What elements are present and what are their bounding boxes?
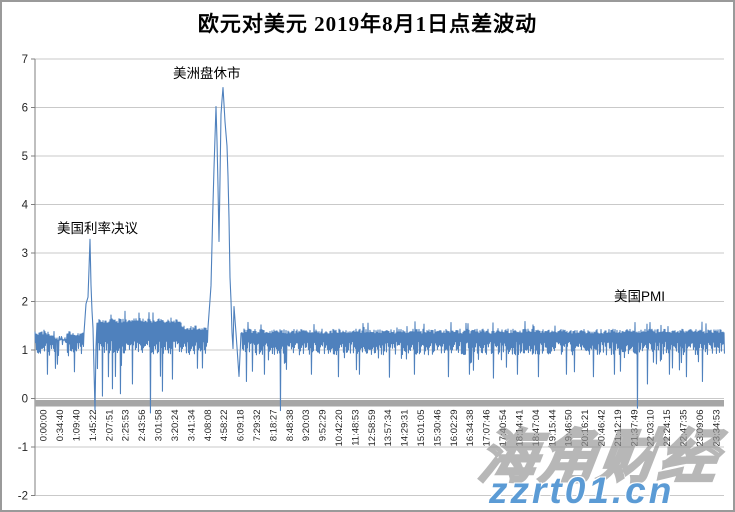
x-axis-band — [35, 400, 724, 407]
x-tick-label: 20:46:42 — [596, 410, 607, 447]
x-tick-label: 7:29:32 — [252, 410, 263, 442]
event-annotation: 美国利率决议 — [57, 220, 138, 236]
x-tick-label: 23:34:53 — [711, 410, 722, 447]
x-tick-label: 3:20:24 — [170, 410, 181, 442]
x-tick-label: 2:43:56 — [137, 410, 148, 442]
event-annotation: 美国PMI — [614, 289, 665, 304]
x-tick-label: 9:52:29 — [318, 410, 329, 442]
y-tick-label: 4 — [22, 200, 29, 212]
x-tick-label: 20:16:21 — [580, 410, 591, 447]
chart-title: 欧元对美元 2019年8月1日点差波动 — [197, 12, 538, 36]
spread-series-line — [34, 86, 725, 414]
y-tick-label: 7 — [22, 54, 28, 66]
x-tick-label: 0:00:00 — [39, 410, 50, 442]
x-tick-label: 15:01:05 — [416, 410, 427, 447]
x-tick-label: 4:08:08 — [203, 410, 214, 442]
x-tick-label: 21:37:49 — [629, 410, 640, 447]
y-tick-label: 2 — [22, 297, 28, 309]
x-tick-label: 8:18:27 — [268, 410, 279, 442]
y-tick-label: 5 — [22, 151, 28, 163]
x-tick-label: 18:14:41 — [514, 410, 525, 447]
x-tick-label: 17:40:54 — [498, 410, 509, 447]
x-tick-label: 21:12:19 — [613, 410, 624, 447]
y-tick-label: 6 — [22, 103, 28, 115]
x-tick-label: 19:15:44 — [547, 410, 558, 447]
y-tick-label: 0 — [22, 394, 28, 406]
x-tick-label: 6:09:18 — [236, 410, 247, 442]
x-tick-label: 18:47:04 — [531, 410, 542, 447]
x-tick-label: 1:09:40 — [72, 410, 83, 442]
x-tick-label: 23:09:06 — [695, 410, 706, 447]
x-tick-label: 2:25:53 — [121, 410, 132, 442]
x-tick-label: 1:45:22 — [88, 410, 99, 442]
x-tick-label: 17:07:46 — [482, 410, 493, 447]
x-tick-label: 3:41:34 — [186, 410, 197, 442]
x-tick-label: 9:20:03 — [301, 410, 312, 442]
x-tick-label: 11:48:53 — [350, 410, 361, 446]
y-tick-label: 3 — [22, 248, 28, 260]
x-tick-label: 4:58:22 — [219, 410, 230, 442]
x-tick-label: 14:29:31 — [400, 410, 411, 447]
y-tick-label: -1 — [18, 442, 28, 454]
x-tick-label: 2:07:51 — [104, 410, 115, 442]
x-tick-label: 13:57:34 — [383, 410, 394, 447]
y-tick-label: 1 — [22, 345, 28, 357]
x-tick-label: 10:42:20 — [334, 410, 345, 447]
x-tick-label: 22:47:35 — [678, 410, 689, 447]
x-tick-label: 0:34:40 — [55, 410, 66, 442]
x-tick-label: 16:02:29 — [449, 410, 460, 447]
x-tick-label: 19:46:50 — [564, 410, 575, 447]
event-annotation: 美洲盘休市 — [173, 65, 241, 81]
x-tick-label: 22:24:15 — [662, 410, 673, 447]
y-tick-label: -2 — [18, 491, 28, 503]
x-tick-label: 12:58:59 — [367, 410, 378, 447]
x-tick-label: 8:48:38 — [285, 410, 296, 442]
x-tick-label: 3:01:58 — [154, 410, 165, 442]
x-tick-label: 22:03:10 — [646, 410, 657, 447]
x-tick-label: 16:34:38 — [465, 410, 476, 447]
x-tick-label: 15:30:46 — [432, 410, 443, 447]
